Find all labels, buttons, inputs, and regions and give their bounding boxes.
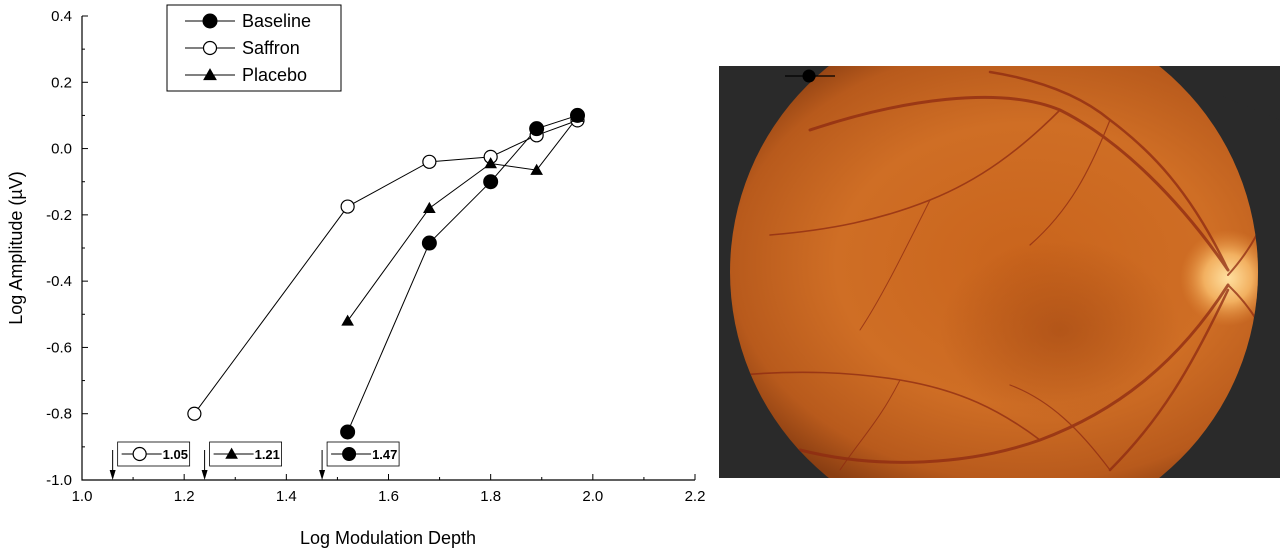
threshold-marker (225, 447, 238, 459)
x-tick-label: 2.0 (582, 488, 603, 505)
y-tick-label: -0.6 (46, 339, 72, 356)
threshold-arrowhead (201, 470, 208, 480)
threshold-marker (342, 447, 357, 461)
threshold-marker (132, 446, 147, 462)
series-baseline-point (529, 121, 545, 137)
threshold-value: 1.05 (163, 447, 188, 462)
frame-notch (1188, 66, 1280, 120)
series-layer (187, 107, 586, 440)
y-tick-label: 0.0 (51, 141, 72, 158)
threshold-value: 1.21 (255, 447, 280, 462)
fundus-marker (785, 69, 835, 83)
x-axis-ticks: 1.0 1.2 1.4 1.6 1.8 2.0 2.2 (72, 474, 706, 505)
y-tick-label: -0.2 (46, 207, 72, 224)
fundus-photo (719, 66, 1280, 478)
series-baseline-point (570, 107, 586, 123)
threshold-arrowhead (109, 470, 116, 480)
optic-disc (1180, 230, 1258, 326)
x-tick-label: 1.6 (378, 488, 399, 505)
retinal-vessels (739, 70, 1258, 472)
threshold-annotation-1-47: 1.47 (319, 441, 400, 480)
threshold-annotation-1-21: 1.21 (201, 441, 283, 480)
series-saffron-point (340, 199, 355, 214)
y-tick-label: 0.2 (51, 74, 72, 91)
y-tick-label: -0.8 (46, 406, 72, 423)
x-tick-label: 1.8 (480, 488, 501, 505)
series-placebo-line (347, 116, 578, 322)
y-axis-ticks: -1.0 -0.8 -0.6 -0.4 -0.2 0.0 0.2 0.4 (46, 8, 88, 489)
x-tick-label: 1.2 (174, 488, 195, 505)
legend-placebo-label: Placebo (242, 65, 307, 85)
legend-baseline-label: Baseline (242, 11, 311, 31)
threshold-annotations: 1.05 1.21 1.47 (109, 441, 400, 480)
y-tick-label: -1.0 (46, 472, 72, 489)
threshold-annotation-1-05: 1.05 (109, 441, 191, 480)
series-placebo-point (530, 163, 543, 175)
series-placebo-point (341, 314, 354, 326)
series-baseline-point (340, 424, 356, 440)
x-tick-label: 1.4 (276, 488, 297, 505)
legend: Baseline Saffron Placebo (166, 4, 342, 92)
y-axis-title: Log Amplitude (µV) (6, 171, 26, 324)
series-saffron-point (422, 154, 437, 169)
series-placebo-point (484, 157, 497, 169)
legend-placebo-marker (203, 68, 217, 81)
threshold-arrowhead (319, 470, 326, 480)
threshold-value: 1.47 (372, 447, 397, 462)
series-baseline-point (483, 174, 499, 190)
chart: 1.0 1.2 1.4 1.6 1.8 2.0 2.2 -1.0 -0.8 -0.6 -0.4 -0… (6, 4, 706, 548)
legend-saffron-label: Saffron (242, 38, 300, 58)
series-saffron-point (187, 406, 202, 421)
series-saffron-line (193, 119, 578, 415)
x-tick-label: 2.2 (685, 488, 706, 505)
legend-saffron-marker (202, 40, 218, 56)
x-axis-title: Log Modulation Depth (300, 528, 476, 548)
legend-baseline-marker (202, 13, 218, 29)
y-tick-label: 0.4 (51, 8, 72, 25)
y-tick-label: -0.4 (46, 273, 72, 290)
macula (940, 240, 1180, 420)
series-baseline-point (421, 235, 437, 251)
legend-entries: Baseline Saffron Placebo (185, 11, 311, 85)
series-placebo-point (423, 201, 436, 213)
x-tick-label: 1.0 (72, 488, 93, 505)
